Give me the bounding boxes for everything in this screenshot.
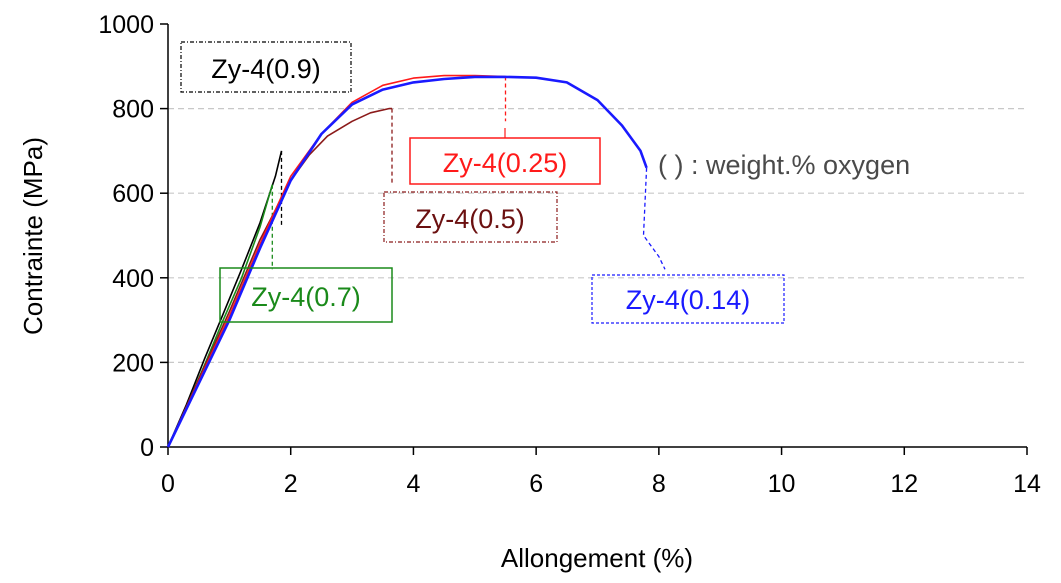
y-tick-label: 1000 — [98, 11, 154, 39]
grid-lines — [168, 107, 1027, 363]
x-tick-label: 6 — [529, 470, 543, 498]
x-tick-label: 14 — [1013, 470, 1041, 498]
series-label-text: Zy-4(0.14) — [626, 285, 751, 315]
label-zy4-0-25: Zy-4(0.25) — [409, 137, 601, 185]
series-group — [166, 74, 666, 448]
y-axis-ticks: 0 200 400 600 800 1000 — [98, 11, 168, 462]
x-tick-label: 4 — [406, 470, 420, 498]
x-tick-label: 8 — [652, 470, 666, 498]
y-tick-label: 200 — [112, 349, 154, 377]
x-tick-label: 12 — [890, 470, 918, 498]
y-axis-title: Contrainte (MPa) — [18, 137, 48, 335]
series-label-text: Zy-4(0.5) — [415, 204, 525, 234]
x-axis-ticks: 0 2 4 6 8 10 12 14 — [161, 447, 1041, 498]
y-tick-label: 0 — [140, 434, 154, 462]
series-line-zy-4-0-5- — [167, 107, 392, 448]
y-tick-label: 600 — [112, 180, 154, 208]
series-line-zy-4-0-14- — [166, 75, 648, 448]
label-zy4-0-9: Zy-4(0.9) — [180, 41, 352, 93]
x-tick-label: 0 — [161, 470, 175, 498]
series-label-text: Zy-4(0.9) — [211, 54, 321, 84]
oxygen-note: ( ) : weight.% oxygen — [658, 150, 910, 180]
label-zy4-0-14: Zy-4(0.14) — [591, 274, 785, 324]
label-zy4-0-5: Zy-4(0.5) — [383, 191, 558, 243]
fracture-drop-zy-4-0-14- — [642, 167, 666, 270]
series-line-zy-4-0-9- — [167, 150, 283, 448]
series-label-text: Zy-4(0.25) — [443, 148, 568, 178]
x-tick-label: 2 — [284, 470, 298, 498]
y-tick-label: 400 — [112, 265, 154, 293]
x-axis-title: Allongement (%) — [501, 543, 693, 573]
x-tick-label: 10 — [768, 470, 796, 498]
series-label-text: Zy-4(0.7) — [251, 282, 361, 312]
label-zy4-0-7: Zy-4(0.7) — [219, 267, 393, 323]
y-tick-label: 800 — [112, 96, 154, 124]
